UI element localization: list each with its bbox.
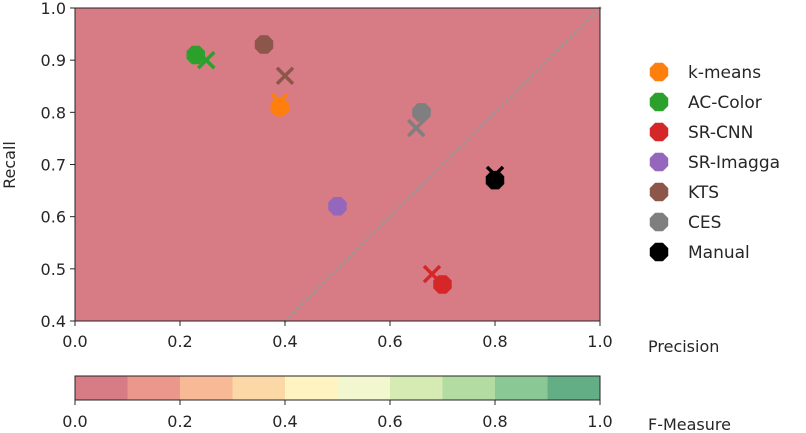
y-tick-label: 0.8 (41, 103, 66, 122)
colorbar-band (127, 376, 180, 400)
legend-marker (649, 92, 669, 112)
legend-marker (649, 122, 669, 142)
x-axis: 0.0 0.2 0.4 0.6 0.8 1.0 (62, 321, 613, 351)
legend-label: k-means (688, 63, 761, 83)
legend-marker (649, 152, 669, 172)
colorbar-axis: 0.0 0.2 0.4 0.6 0.8 1.0 (62, 400, 613, 431)
point-octagon (270, 97, 289, 117)
legend-label: AC-Color (688, 93, 762, 113)
point-cross (270, 92, 289, 112)
y-tick-label: 0.7 (41, 156, 66, 175)
colorbar-band (495, 376, 548, 400)
data-markers (186, 35, 505, 294)
colorbar-tick-label: 0.8 (482, 412, 507, 431)
colorbar-tick-label: 0.2 (167, 412, 192, 431)
colorbar-band (180, 376, 233, 400)
x-tick-label: 0.2 (167, 332, 192, 351)
y-tick-label: 0.5 (41, 260, 66, 279)
point-cross (422, 264, 442, 284)
colorbar-band (75, 376, 128, 400)
colorbar-tick-label: 1.0 (587, 412, 612, 431)
x-tick-label: 0.0 (62, 332, 87, 351)
colorbar-band (285, 376, 338, 400)
colorbar-title: F-Measure (648, 415, 731, 433)
fmeasure-contour-bands (75, 8, 600, 321)
point-cross (197, 50, 216, 70)
colorbar-tick-label: 0.4 (272, 412, 297, 431)
legend-label: Manual (688, 243, 750, 263)
legend-marker (649, 182, 669, 202)
colorbar-band (442, 376, 495, 400)
legend-label: KTS (688, 183, 719, 203)
colorbar-band (547, 376, 600, 400)
legend-label: CES (688, 213, 721, 233)
x-tick-label: 0.8 (482, 332, 507, 351)
colorbar-band (390, 376, 443, 400)
point-cross (485, 165, 505, 185)
x-tick-label: 0.6 (377, 332, 402, 351)
y-axis-title: Recall (0, 141, 19, 189)
legend-marker (649, 62, 669, 82)
legend-marker (649, 242, 669, 262)
legend-label: SR-Imagga (688, 153, 780, 173)
colorbar-tick-label: 0.0 (62, 412, 87, 431)
colorbar-band (232, 376, 285, 400)
y-tick-label: 1.0 (41, 0, 66, 18)
point-cross (275, 66, 295, 86)
point-octagon (254, 35, 274, 54)
point-octagon (186, 45, 205, 65)
colorbar-tick-label: 0.6 (377, 412, 402, 431)
y-tick-label: 0.6 (41, 208, 66, 227)
precision-recall-diagonal (283, 6, 602, 323)
point-octagon (485, 170, 505, 190)
contour-band (75, 8, 600, 321)
y-tick-label: 0.9 (41, 51, 66, 70)
colorbar-band (337, 376, 390, 400)
colorbar (74, 375, 601, 401)
x-tick-label: 0.4 (272, 332, 297, 351)
point-octagon (328, 196, 347, 216)
legend-label: SR-CNN (688, 123, 753, 143)
x-tick-label: 1.0 (587, 332, 612, 351)
point-cross (407, 118, 426, 138)
x-axis-title: Precision (648, 337, 719, 356)
point-octagon (412, 103, 431, 122)
colorbar-frame (74, 375, 601, 401)
y-tick-label: 0.4 (41, 312, 66, 331)
legend: k-means AC-Color SR-CNN SR-Imagga KTS CES Manu… (649, 62, 780, 263)
legend-marker (649, 212, 669, 232)
y-axis: 0.4 0.5 0.6 0.7 0.8 0.9 1.0 (41, 0, 75, 331)
